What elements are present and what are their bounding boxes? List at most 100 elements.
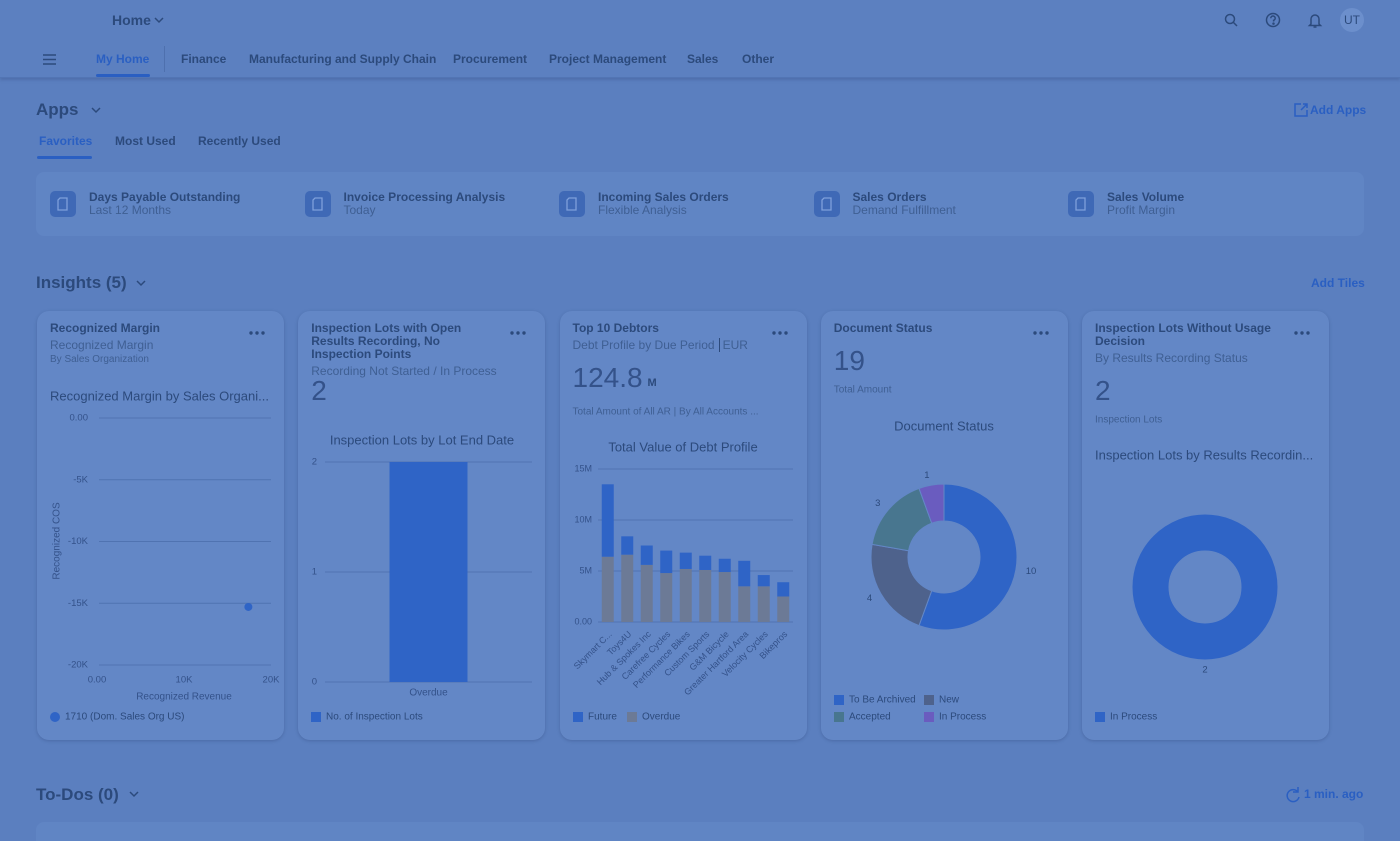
menu-icon[interactable]: [43, 54, 56, 65]
nav-tab[interactable]: Finance: [181, 52, 227, 66]
y-tick-label: -10K: [68, 536, 89, 547]
chart-title: Document Status: [894, 418, 994, 433]
more-dot: [1039, 331, 1043, 335]
legend-label: Accepted: [849, 712, 891, 723]
more-button[interactable]: [510, 331, 526, 335]
donut-slice: [1131, 513, 1279, 661]
refresh-icon[interactable]: [1286, 787, 1300, 803]
legend-label: To Be Archived: [849, 695, 916, 706]
insight-card[interactable]: Total Value of Debt Profile 0.00 5M 10M 15M S…: [559, 311, 807, 740]
more-dot: [1033, 331, 1037, 335]
add-apps-icon[interactable]: [1294, 103, 1308, 117]
more-button[interactable]: [1033, 331, 1049, 335]
insight-card[interactable]: Inspection Lots by Results Recordin... 2 I…: [1082, 311, 1329, 740]
section-title: Insights (5): [36, 273, 127, 292]
insight-card[interactable]: Recognized Margin by Sales Organi... 0.00…: [37, 311, 284, 740]
legend-label: In Process: [939, 712, 986, 723]
card-header: Top 10 Debtors Debt Profile by Due Period…: [573, 322, 765, 353]
insight-card[interactable]: Document Status 10 4 3 1 To Be Archived New Acc…: [820, 311, 1068, 740]
legend-marker: [833, 695, 844, 705]
app-title: Sales Volume: [1107, 190, 1185, 204]
app-tile[interactable]: Invoice Processing Analysis Today: [304, 187, 545, 221]
more-dot: [261, 331, 265, 335]
refresh-status[interactable]: 1 min. ago: [1304, 787, 1364, 801]
card-chart: Document Status 10 4 3 1 To Be Archived New Acc…: [833, 331, 1049, 723]
card-title: Top 10 Debtors: [572, 321, 659, 335]
nav-tab[interactable]: Manufacturing and Supply Chain: [249, 52, 437, 66]
card-subtitle: Recognized Margin: [50, 338, 154, 352]
y-tick-label: 15M: [574, 463, 592, 473]
help-icon[interactable]: [1265, 12, 1281, 28]
card-subtitle: By Results Recording Status: [1095, 351, 1248, 365]
donut-slice: [918, 483, 1018, 631]
notifications-icon[interactable]: [1307, 14, 1323, 28]
search-icon[interactable]: [1224, 13, 1238, 27]
legend-label: In Process: [1110, 712, 1157, 723]
y-tick-label: -5K: [73, 474, 88, 485]
todos-chevron[interactable]: [129, 791, 139, 798]
more-dot: [249, 331, 253, 335]
card-subtitle-row: Debt Profile by Due Period EUR: [573, 338, 765, 353]
x-tick-label: 0.00: [88, 675, 107, 686]
card-header: Document Status: [834, 322, 1026, 335]
active-tab-indicator: [37, 156, 92, 159]
nav-tab[interactable]: Project Management: [549, 52, 667, 66]
card-header: Inspection Lots Without Usage Decision By…: [1095, 322, 1287, 366]
data-label: 1: [924, 470, 929, 481]
bar-segment: [698, 555, 711, 570]
more-button[interactable]: [1294, 331, 1310, 335]
card-description: By Sales Organization: [50, 354, 149, 365]
apps-tab[interactable]: Favorites: [39, 134, 93, 148]
card-subtitle-row: By Results Recording Status: [1095, 351, 1287, 366]
legend-marker: [923, 712, 934, 722]
app-tile[interactable]: Days Payable Outstanding Last 12 Months: [50, 187, 290, 221]
avatar-initials[interactable]: UT: [1344, 13, 1360, 27]
nav-tab[interactable]: Sales: [687, 52, 719, 66]
bar-segment: [640, 545, 653, 565]
app-icon-glyph: [1075, 197, 1086, 211]
more-dot: [255, 331, 259, 335]
card-subtitle: Debt Profile by Due Period: [572, 338, 715, 352]
y-tick-label: 0.00: [70, 413, 89, 424]
nav-tab[interactable]: Other: [742, 52, 775, 66]
chart-title: Inspection Lots by Lot End Date: [330, 432, 514, 447]
bar-segment: [737, 586, 750, 622]
app-subtitle: Today: [343, 203, 376, 217]
card-chart: Inspection Lots by Lot End Date 0 1 2 Overdu…: [311, 331, 533, 723]
legend-marker: [311, 712, 322, 722]
apps-tab[interactable]: Recently Used: [198, 134, 281, 148]
section-title: Apps: [36, 100, 79, 119]
app-title: Incoming Sales Orders: [598, 190, 729, 204]
card-subtitle: Recording Not Started / In Process: [311, 364, 497, 378]
avatar[interactable]: [1340, 8, 1364, 32]
more-dot: [522, 331, 526, 335]
card-currency: EUR: [718, 338, 748, 352]
app-tile[interactable]: Sales Orders Demand Fulfillment: [813, 187, 1054, 221]
add-apps-link[interactable]: Add Apps: [1310, 103, 1367, 117]
kpi-label: Total Amount of All AR | By All Accounts…: [572, 406, 759, 418]
bar-segment: [757, 586, 770, 622]
app-title: Sales Orders: [852, 190, 927, 204]
add-tiles-link[interactable]: Add Tiles: [1311, 276, 1365, 290]
nav-tab[interactable]: Procurement: [453, 52, 528, 66]
page-title[interactable]: Home: [112, 12, 151, 28]
app-tile[interactable]: Sales Volume Profit Margin: [1068, 187, 1308, 221]
home-chevron[interactable]: [154, 17, 164, 24]
bar-segment: [659, 573, 672, 622]
card-chart: Recognized Margin by Sales Organi... 0.00…: [50, 331, 280, 723]
kpi-unit: M: [647, 377, 657, 389]
apps-tab[interactable]: Most Used: [115, 134, 176, 148]
card-title: Inspection Lots Without Usage Decision: [1095, 321, 1271, 348]
more-button[interactable]: [249, 331, 265, 335]
apps-container: [36, 172, 1364, 236]
more-button[interactable]: [771, 331, 788, 335]
y-tick-label: -15K: [68, 598, 89, 609]
insight-card[interactable]: Inspection Lots by Lot End Date 0 1 2 Overdu…: [298, 311, 546, 740]
app-tile[interactable]: Incoming Sales Orders Flexible Analysis: [559, 187, 799, 221]
insights-chevron[interactable]: [136, 280, 146, 287]
app-title: Invoice Processing Analysis: [343, 190, 506, 204]
apps-chevron[interactable]: [91, 107, 101, 114]
app-icon-glyph: [311, 197, 323, 211]
nav-tab[interactable]: My Home: [96, 52, 150, 66]
